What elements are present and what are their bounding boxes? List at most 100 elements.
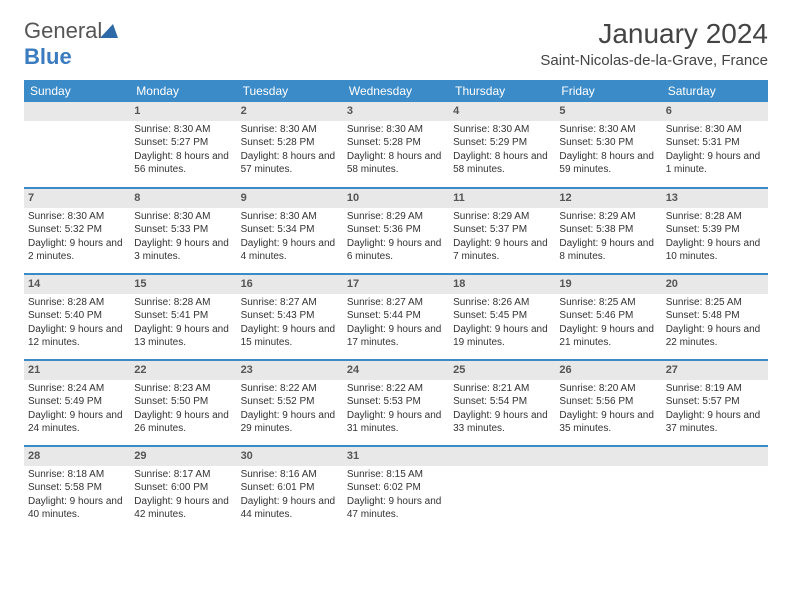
day-number-blank [449, 447, 555, 466]
sunset-line: Sunset: 5:54 PM [453, 395, 551, 409]
calendar-day-cell: 25Sunrise: 8:21 AMSunset: 5:54 PMDayligh… [449, 360, 555, 446]
calendar-body: 1Sunrise: 8:30 AMSunset: 5:27 PMDaylight… [24, 102, 768, 532]
sunrise-line: Sunrise: 8:30 AM [241, 123, 339, 137]
sunset-line: Sunset: 5:50 PM [134, 395, 232, 409]
calendar-day-cell: 30Sunrise: 8:16 AMSunset: 6:01 PMDayligh… [237, 446, 343, 532]
weekday-header: Friday [555, 80, 661, 102]
sunset-line: Sunset: 5:30 PM [559, 136, 657, 150]
calendar-week-row: 21Sunrise: 8:24 AMSunset: 5:49 PMDayligh… [24, 360, 768, 446]
day-number: 10 [343, 189, 449, 208]
sunset-line: Sunset: 5:43 PM [241, 309, 339, 323]
calendar-day-cell: 8Sunrise: 8:30 AMSunset: 5:33 PMDaylight… [130, 188, 236, 274]
calendar-day-cell: 26Sunrise: 8:20 AMSunset: 5:56 PMDayligh… [555, 360, 661, 446]
day-number: 4 [449, 102, 555, 121]
daylight-line: Daylight: 9 hours and 26 minutes. [134, 409, 232, 436]
calendar-day-cell: 22Sunrise: 8:23 AMSunset: 5:50 PMDayligh… [130, 360, 236, 446]
sunrise-line: Sunrise: 8:25 AM [666, 296, 764, 310]
sunset-line: Sunset: 5:27 PM [134, 136, 232, 150]
daylight-line: Daylight: 9 hours and 6 minutes. [347, 237, 445, 264]
sunset-line: Sunset: 5:57 PM [666, 395, 764, 409]
calendar-day-cell: 28Sunrise: 8:18 AMSunset: 5:58 PMDayligh… [24, 446, 130, 532]
day-number: 7 [24, 189, 130, 208]
sunset-line: Sunset: 5:58 PM [28, 481, 126, 495]
logo-text-a: General [24, 18, 102, 43]
daylight-line: Daylight: 9 hours and 10 minutes. [666, 237, 764, 264]
daylight-line: Daylight: 9 hours and 12 minutes. [28, 323, 126, 350]
day-number: 11 [449, 189, 555, 208]
sunrise-line: Sunrise: 8:27 AM [241, 296, 339, 310]
sunset-line: Sunset: 5:56 PM [559, 395, 657, 409]
day-number: 6 [662, 102, 768, 121]
sunset-line: Sunset: 5:49 PM [28, 395, 126, 409]
calendar-day-cell: 6Sunrise: 8:30 AMSunset: 5:31 PMDaylight… [662, 102, 768, 188]
day-number: 17 [343, 275, 449, 294]
sunset-line: Sunset: 6:01 PM [241, 481, 339, 495]
sunset-line: Sunset: 6:02 PM [347, 481, 445, 495]
sunrise-line: Sunrise: 8:20 AM [559, 382, 657, 396]
sunrise-line: Sunrise: 8:21 AM [453, 382, 551, 396]
calendar-empty-cell [449, 446, 555, 532]
day-number: 31 [343, 447, 449, 466]
calendar-day-cell: 13 Sunrise: 8:28 AMSunset: 5:39 PMDayligh… [662, 188, 768, 274]
calendar-table: SundayMondayTuesdayWednesdayThursdayFrid… [24, 80, 768, 532]
sunset-line: Sunset: 5:39 PM [666, 223, 764, 237]
sunrise-line: Sunrise: 8:29 AM [559, 210, 657, 224]
sunrise-line: Sunrise: 8:19 AM [666, 382, 764, 396]
sunset-line: Sunset: 5:31 PM [666, 136, 764, 150]
day-number: 21 [24, 361, 130, 380]
sunset-line: Sunset: 5:38 PM [559, 223, 657, 237]
day-number: 3 [343, 102, 449, 121]
daylight-line: Daylight: 9 hours and 29 minutes. [241, 409, 339, 436]
title-block: January 2024 Saint-Nicolas-de-la-Grave, … [540, 18, 768, 69]
weekday-header: Sunday [24, 80, 130, 102]
weekday-header: Wednesday [343, 80, 449, 102]
daylight-line: Daylight: 9 hours and 4 minutes. [241, 237, 339, 264]
daylight-line: Daylight: 9 hours and 2 minutes. [28, 237, 126, 264]
weekday-header: Tuesday [237, 80, 343, 102]
sunrise-line: Sunrise: 8:29 AM [453, 210, 551, 224]
sunset-line: Sunset: 5:33 PM [134, 223, 232, 237]
logo-text-b: Blue [24, 44, 72, 69]
daylight-line: Daylight: 8 hours and 58 minutes. [347, 150, 445, 177]
day-number: 14 [24, 275, 130, 294]
sunset-line: Sunset: 5:44 PM [347, 309, 445, 323]
calendar-day-cell: 1Sunrise: 8:30 AMSunset: 5:27 PMDaylight… [130, 102, 236, 188]
daylight-line: Daylight: 9 hours and 19 minutes. [453, 323, 551, 350]
calendar-day-cell: 17Sunrise: 8:27 AMSunset: 5:44 PMDayligh… [343, 274, 449, 360]
calendar-day-cell: 19Sunrise: 8:25 AMSunset: 5:46 PMDayligh… [555, 274, 661, 360]
sunrise-line: Sunrise: 8:26 AM [453, 296, 551, 310]
calendar-week-row: 28Sunrise: 8:18 AMSunset: 5:58 PMDayligh… [24, 446, 768, 532]
sunset-line: Sunset: 5:48 PM [666, 309, 764, 323]
day-number: 13 [662, 189, 768, 208]
day-number: 28 [24, 447, 130, 466]
calendar-week-row: 1Sunrise: 8:30 AMSunset: 5:27 PMDaylight… [24, 102, 768, 188]
weekday-header: Thursday [449, 80, 555, 102]
daylight-line: Daylight: 9 hours and 31 minutes. [347, 409, 445, 436]
sunrise-line: Sunrise: 8:28 AM [666, 210, 764, 224]
daylight-line: Daylight: 9 hours and 40 minutes. [28, 495, 126, 522]
logo-text: General Blue [24, 18, 118, 70]
sunset-line: Sunset: 5:53 PM [347, 395, 445, 409]
calendar-day-cell: 21Sunrise: 8:24 AMSunset: 5:49 PMDayligh… [24, 360, 130, 446]
daylight-line: Daylight: 9 hours and 33 minutes. [453, 409, 551, 436]
sunrise-line: Sunrise: 8:17 AM [134, 468, 232, 482]
sunrise-line: Sunrise: 8:30 AM [28, 210, 126, 224]
day-number: 24 [343, 361, 449, 380]
calendar-day-cell: 16Sunrise: 8:27 AMSunset: 5:43 PMDayligh… [237, 274, 343, 360]
calendar-week-row: 14Sunrise: 8:28 AMSunset: 5:40 PMDayligh… [24, 274, 768, 360]
daylight-line: Daylight: 9 hours and 3 minutes. [134, 237, 232, 264]
day-number: 20 [662, 275, 768, 294]
weekday-header: Saturday [662, 80, 768, 102]
calendar-day-cell: 11Sunrise: 8:29 AMSunset: 5:37 PMDayligh… [449, 188, 555, 274]
sunrise-line: Sunrise: 8:15 AM [347, 468, 445, 482]
daylight-line: Daylight: 8 hours and 58 minutes. [453, 150, 551, 177]
daylight-line: Daylight: 8 hours and 57 minutes. [241, 150, 339, 177]
sunset-line: Sunset: 6:00 PM [134, 481, 232, 495]
day-number: 22 [130, 361, 236, 380]
day-number: 16 [237, 275, 343, 294]
calendar-day-cell: 20Sunrise: 8:25 AMSunset: 5:48 PMDayligh… [662, 274, 768, 360]
calendar-day-cell: 3Sunrise: 8:30 AMSunset: 5:28 PMDaylight… [343, 102, 449, 188]
daylight-line: Daylight: 9 hours and 17 minutes. [347, 323, 445, 350]
sunrise-line: Sunrise: 8:30 AM [347, 123, 445, 137]
sunset-line: Sunset: 5:46 PM [559, 309, 657, 323]
